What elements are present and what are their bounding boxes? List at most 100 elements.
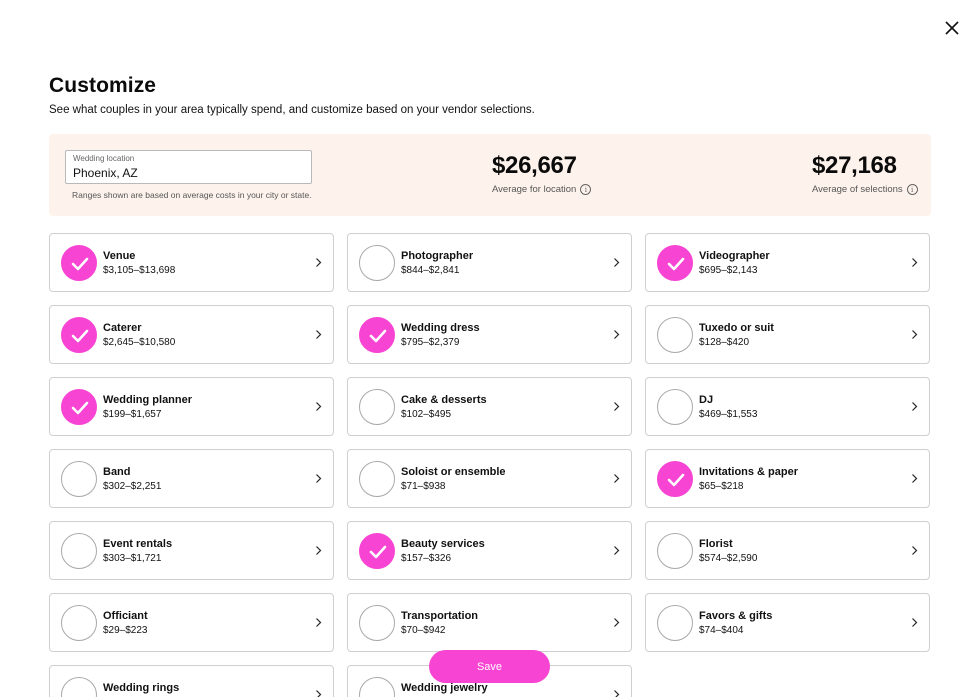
close-button[interactable] bbox=[940, 16, 964, 40]
vendor-card[interactable]: Band $302–$2,251 bbox=[49, 449, 334, 508]
vendor-cost-range: $2,645–$10,580 bbox=[103, 337, 176, 348]
vendor-card[interactable]: Florist $574–$2,590 bbox=[645, 521, 930, 580]
vendor-name: Florist bbox=[699, 538, 733, 550]
chevron-right-icon bbox=[614, 330, 620, 339]
vendor-card[interactable]: Tuxedo or suit $128–$420 bbox=[645, 305, 930, 364]
checkmark-icon bbox=[369, 329, 387, 343]
vendor-name: Tuxedo or suit bbox=[699, 322, 774, 334]
vendor-cost-range: $29–$223 bbox=[103, 625, 148, 636]
vendor-card[interactable]: Wedding dress $795–$2,379 bbox=[347, 305, 632, 364]
vendor-card[interactable]: Venue $3,105–$13,698 bbox=[49, 233, 334, 292]
chevron-right-icon bbox=[316, 546, 322, 555]
vendor-cost-range: $65–$218 bbox=[699, 481, 744, 492]
checkmark-icon bbox=[667, 257, 685, 271]
chevron-right-icon bbox=[316, 474, 322, 483]
checkmark-icon bbox=[71, 329, 89, 343]
checkmark-icon bbox=[369, 545, 387, 559]
page-subtitle: See what couples in your area typically … bbox=[49, 104, 535, 116]
info-icon[interactable]: i bbox=[906, 184, 918, 195]
vendor-select-checkbox[interactable] bbox=[657, 389, 693, 425]
vendor-select-checkbox[interactable] bbox=[359, 461, 395, 497]
vendor-select-checkbox[interactable] bbox=[359, 389, 395, 425]
vendor-card[interactable]: Invitations & paper $65–$218 bbox=[645, 449, 930, 508]
vendor-name: Photographer bbox=[401, 250, 474, 262]
vendor-cost-range: $74–$404 bbox=[699, 625, 744, 636]
vendor-select-checkbox[interactable] bbox=[657, 533, 693, 569]
vendor-card[interactable]: DJ $469–$1,553 bbox=[645, 377, 930, 436]
vendor-card[interactable]: Soloist or ensemble $71–$938 bbox=[347, 449, 632, 508]
wedding-location-input[interactable] bbox=[73, 166, 303, 180]
vendor-card[interactable]: Wedding planner $199–$1,657 bbox=[49, 377, 334, 436]
vendor-cost-range: $3,105–$13,698 bbox=[103, 265, 176, 276]
vendor-select-checkbox[interactable] bbox=[359, 533, 395, 569]
average-location-value: $26,667 bbox=[492, 152, 577, 179]
average-selections-stat: $27,168 Average of selections i bbox=[812, 152, 918, 195]
checkmark-icon bbox=[71, 257, 89, 271]
vendor-cost-range: $128–$420 bbox=[699, 337, 750, 348]
vendor-select-checkbox[interactable] bbox=[359, 317, 395, 353]
close-icon bbox=[945, 21, 959, 35]
vendor-name: Transportation bbox=[401, 610, 479, 622]
average-selections-label: Average of selections bbox=[812, 184, 903, 195]
vendor-card[interactable]: Photographer $844–$2,841 bbox=[347, 233, 632, 292]
vendor-name: Officiant bbox=[103, 610, 148, 622]
vendor-card[interactable]: Beauty services $157–$326 bbox=[347, 521, 632, 580]
vendor-name: Soloist or ensemble bbox=[401, 466, 506, 478]
vendor-name: Cake & desserts bbox=[401, 394, 487, 406]
vendor-name: Wedding planner bbox=[103, 394, 193, 406]
vendor-select-checkbox[interactable] bbox=[61, 533, 97, 569]
vendor-cost-range: $157–$326 bbox=[401, 553, 452, 564]
vendor-select-checkbox[interactable] bbox=[359, 245, 395, 281]
vendor-select-checkbox[interactable] bbox=[61, 605, 97, 641]
vendor-cost-range: $795–$2,379 bbox=[401, 337, 460, 348]
vendor-name: Venue bbox=[103, 250, 136, 262]
wedding-location-label: Wedding location bbox=[73, 154, 135, 163]
vendor-name: Videographer bbox=[699, 250, 770, 262]
vendor-cost-range: $574–$2,590 bbox=[699, 553, 758, 564]
vendor-select-checkbox[interactable] bbox=[359, 677, 395, 697]
vendor-card[interactable]: Wedding rings bbox=[49, 665, 334, 697]
vendor-cost-range: $102–$495 bbox=[401, 409, 452, 420]
vendor-select-checkbox[interactable] bbox=[359, 605, 395, 641]
vendor-card[interactable]: Favors & gifts $74–$404 bbox=[645, 593, 930, 652]
chevron-right-icon bbox=[912, 546, 918, 555]
average-location-label: Average for location bbox=[492, 184, 577, 195]
page-title: Customize bbox=[49, 74, 157, 97]
info-icon[interactable]: i bbox=[580, 184, 592, 195]
vendor-select-checkbox[interactable] bbox=[657, 605, 693, 641]
vendor-select-checkbox[interactable] bbox=[61, 245, 97, 281]
vendor-card[interactable]: Videographer $695–$2,143 bbox=[645, 233, 930, 292]
vendor-card[interactable]: Transportation $70–$942 bbox=[347, 593, 632, 652]
vendor-card[interactable]: Officiant $29–$223 bbox=[49, 593, 334, 652]
vendor-card[interactable]: Caterer $2,645–$10,580 bbox=[49, 305, 334, 364]
vendor-name: Favors & gifts bbox=[699, 610, 773, 622]
save-button[interactable]: Save bbox=[429, 650, 550, 683]
vendor-card[interactable]: Cake & desserts $102–$495 bbox=[347, 377, 632, 436]
chevron-right-icon bbox=[614, 474, 620, 483]
chevron-right-icon bbox=[316, 690, 322, 697]
vendor-cost-range: $844–$2,841 bbox=[401, 265, 460, 276]
vendor-select-checkbox[interactable] bbox=[61, 317, 97, 353]
vendor-cost-range: $303–$1,721 bbox=[103, 553, 162, 564]
vendor-select-checkbox[interactable] bbox=[657, 245, 693, 281]
vendor-select-checkbox[interactable] bbox=[61, 677, 97, 697]
wedding-location-field[interactable]: Wedding location bbox=[65, 150, 312, 184]
chevron-right-icon bbox=[316, 402, 322, 411]
vendor-select-checkbox[interactable] bbox=[61, 461, 97, 497]
vendor-cost-range: $199–$1,657 bbox=[103, 409, 162, 420]
chevron-right-icon bbox=[912, 618, 918, 627]
vendor-card[interactable]: Event rentals $303–$1,721 bbox=[49, 521, 334, 580]
vendor-select-checkbox[interactable] bbox=[61, 389, 97, 425]
chevron-right-icon bbox=[316, 258, 322, 267]
vendor-select-checkbox[interactable] bbox=[657, 317, 693, 353]
vendor-name: Wedding rings bbox=[103, 682, 180, 694]
vendor-select-checkbox[interactable] bbox=[657, 461, 693, 497]
chevron-right-icon bbox=[316, 618, 322, 627]
vendor-cost-range: $70–$942 bbox=[401, 625, 446, 636]
vendor-name: Caterer bbox=[103, 322, 142, 334]
vendor-name: Invitations & paper bbox=[699, 466, 799, 478]
budget-summary-panel: Wedding location Ranges shown are based … bbox=[49, 134, 931, 216]
vendor-cost-range: $695–$2,143 bbox=[699, 265, 758, 276]
vendor-name: Band bbox=[103, 466, 131, 478]
vendor-name: Beauty services bbox=[401, 538, 485, 550]
